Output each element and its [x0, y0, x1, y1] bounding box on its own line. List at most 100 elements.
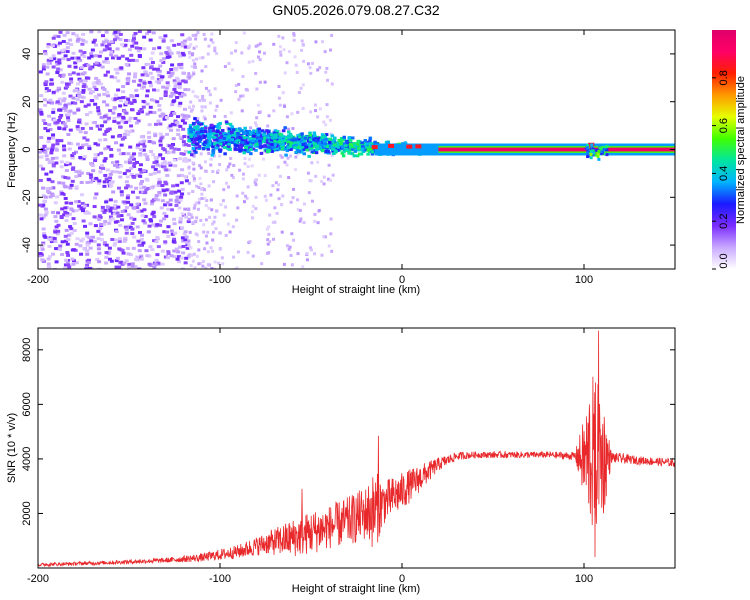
heatmap-cell [154, 194, 159, 198]
heatmap-cell [253, 180, 257, 184]
heatmap-cell [301, 265, 305, 269]
heatmap-cell [187, 46, 191, 50]
heatmap-cell [362, 144, 367, 148]
heatmap-cell [350, 136, 355, 140]
heatmap-cell [193, 94, 197, 98]
heatmap-cell [74, 88, 79, 92]
heatmap-cell [94, 192, 99, 196]
heatmap-cell [113, 242, 118, 246]
heatmap-cell [187, 36, 191, 40]
heatmap-cell [139, 87, 144, 91]
heatmap-cell [61, 73, 66, 77]
heatmap-cell [84, 122, 89, 126]
heatmap-cell [318, 66, 322, 70]
heatmap-cell [65, 85, 70, 89]
heatmap-cell [239, 143, 243, 147]
heatmap-cell [78, 155, 83, 159]
heatmap-cell [281, 91, 285, 95]
heatmap-cell [194, 201, 198, 205]
heatmap-cell [237, 138, 241, 142]
heatmap-cell [231, 225, 235, 229]
heatmap-cell [283, 104, 287, 108]
snr-frame [37, 327, 676, 569]
heatmap-cell [120, 43, 125, 47]
heatmap-cell [75, 39, 80, 43]
heatmap-cell [589, 156, 593, 160]
heatmap-cell [124, 160, 129, 164]
y-tick-label: 4000 [21, 447, 33, 471]
heatmap-cell [230, 51, 234, 55]
heatmap-cell [81, 88, 86, 92]
heatmap-cell [270, 143, 274, 147]
heatmap-cell [227, 138, 232, 142]
heatmap-cell [179, 195, 184, 199]
heatmap-cell [211, 135, 215, 139]
heatmap-cell [56, 223, 61, 227]
heatmap-cell [135, 225, 140, 229]
heatmap-cell [314, 151, 319, 155]
heatmap-cell [161, 112, 166, 116]
heatmap-cell [116, 186, 121, 190]
heatmap-cell [190, 53, 194, 57]
heatmap-cell [203, 117, 207, 121]
heatmap-cell [187, 128, 191, 132]
heatmap-cell [182, 232, 187, 236]
heatmap-cell [260, 137, 264, 141]
heatmap-cell [49, 58, 54, 62]
heatmap-cell [91, 40, 96, 44]
heatmap-cell [164, 116, 169, 120]
heatmap-cell [199, 122, 203, 126]
heatmap-cell [134, 160, 139, 164]
heatmap-cell [129, 166, 134, 170]
heatmap-cell [189, 100, 193, 104]
heatmap-cell [269, 133, 274, 137]
heatmap-cell [148, 110, 153, 114]
heatmap-cell [172, 217, 177, 221]
heatmap-cell [74, 185, 79, 189]
heatmap-cell [251, 216, 255, 220]
heatmap-cell [92, 38, 97, 42]
heatmap-cell [288, 154, 292, 158]
heatmap-cell [55, 195, 60, 199]
heatmap-cell [129, 203, 134, 207]
heatmap-cell [153, 167, 158, 171]
heatmap-cell [277, 197, 281, 201]
heatmap-cell [63, 234, 68, 238]
heatmap-cell [272, 237, 276, 241]
heatmap-cell [181, 53, 186, 57]
heatmap-cell [52, 44, 57, 48]
heatmap-cell [280, 155, 284, 159]
heatmap-cell [199, 218, 203, 222]
heatmap-cell [210, 123, 214, 127]
heatmap-cell [220, 256, 224, 260]
heatmap-cell [90, 48, 95, 52]
heatmap-cell [279, 144, 284, 148]
heatmap-cell [249, 145, 254, 148]
heatmap-cell [63, 263, 68, 267]
y-tick-label: -40 [21, 237, 33, 253]
heatmap-cell [195, 216, 199, 220]
heatmap-cell [142, 35, 147, 39]
heatmap-cell [61, 99, 66, 103]
heatmap-cell [323, 135, 328, 139]
heatmap-cell [191, 90, 195, 94]
heatmap-cell [79, 100, 84, 104]
heatmap-cell [206, 142, 210, 146]
heatmap-cell [82, 55, 87, 59]
heatmap-cell [128, 116, 133, 120]
heatmap-cell [371, 145, 378, 150]
heatmap-cell [46, 257, 51, 261]
heatmap-cell [57, 247, 62, 251]
heatmap-cell [337, 138, 342, 142]
heatmap-cell [285, 244, 289, 248]
heatmap-cell [227, 129, 232, 133]
heatmap-cell [188, 124, 193, 128]
heatmap-cell [193, 203, 197, 207]
heatmap-cell [92, 85, 97, 89]
heatmap-cell [60, 252, 65, 256]
heatmap-cell [123, 202, 128, 206]
heatmap-cell [262, 139, 266, 143]
heatmap-cell [125, 184, 130, 188]
heatmap-cell [92, 239, 97, 243]
heatmap-cell [273, 206, 277, 210]
